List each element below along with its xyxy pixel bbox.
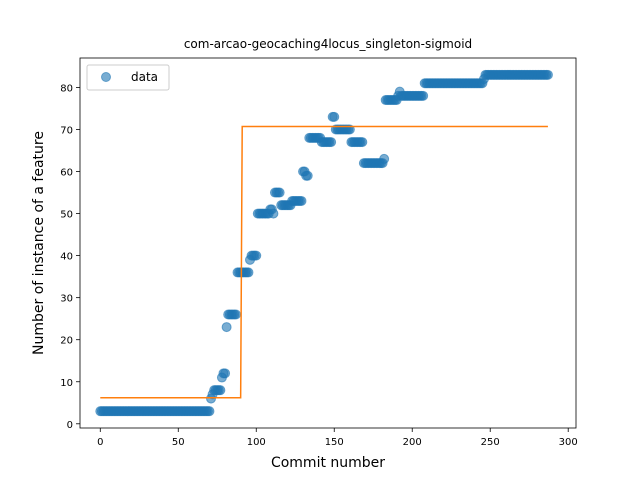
fit-line [100,125,548,399]
plot-frame [79,57,577,429]
data-point [274,187,285,198]
chart-title: com-arcao-geocaching4locus_singleton-sig… [184,37,472,51]
data-point [296,195,307,206]
legend: data [86,64,170,91]
y-tick-label: 30 [60,294,73,305]
x-tick-label: 200 [403,437,422,448]
y-tick-label: 70 [60,125,73,136]
x-tick-label: 300 [559,437,578,448]
data-point [329,111,340,122]
legend-box [86,64,170,91]
x-tick-label: 250 [481,437,500,448]
data-point [230,309,241,320]
data-point [379,153,390,164]
legend-label-data: data [131,70,158,84]
y-tick-label: 80 [60,83,73,94]
x-axis-ticks: 0 50 100 150 200 250 300 [97,428,578,448]
x-tick-label: 150 [325,437,344,448]
x-axis-title: Commit number [271,455,385,471]
data-point [204,406,215,417]
y-tick-label: 50 [60,210,73,221]
series-data [95,69,553,417]
y-tick-label: 0 [67,420,73,431]
y-tick-label: 60 [60,168,73,179]
data-point [326,137,337,148]
y-tick-label: 20 [60,336,73,347]
data-point [243,267,254,278]
data-point [542,69,553,80]
data-point [221,322,232,333]
y-axis-title: Number of instance of a feature [31,131,47,355]
data-point [251,250,262,261]
data-point [302,170,313,181]
plot-area [95,69,553,417]
y-axis-ticks: 0 10 20 30 40 50 60 70 80 [60,83,80,431]
x-tick-label: 50 [172,437,185,448]
data-point [215,385,226,396]
data-point [357,137,368,148]
legend-marker-data [101,72,111,82]
data-point [268,208,279,219]
data-point [220,368,231,379]
y-tick-label: 10 [60,378,73,389]
data-point [418,90,429,101]
y-tick-label: 40 [60,252,73,263]
x-tick-label: 0 [97,437,103,448]
x-tick-label: 100 [247,437,266,448]
